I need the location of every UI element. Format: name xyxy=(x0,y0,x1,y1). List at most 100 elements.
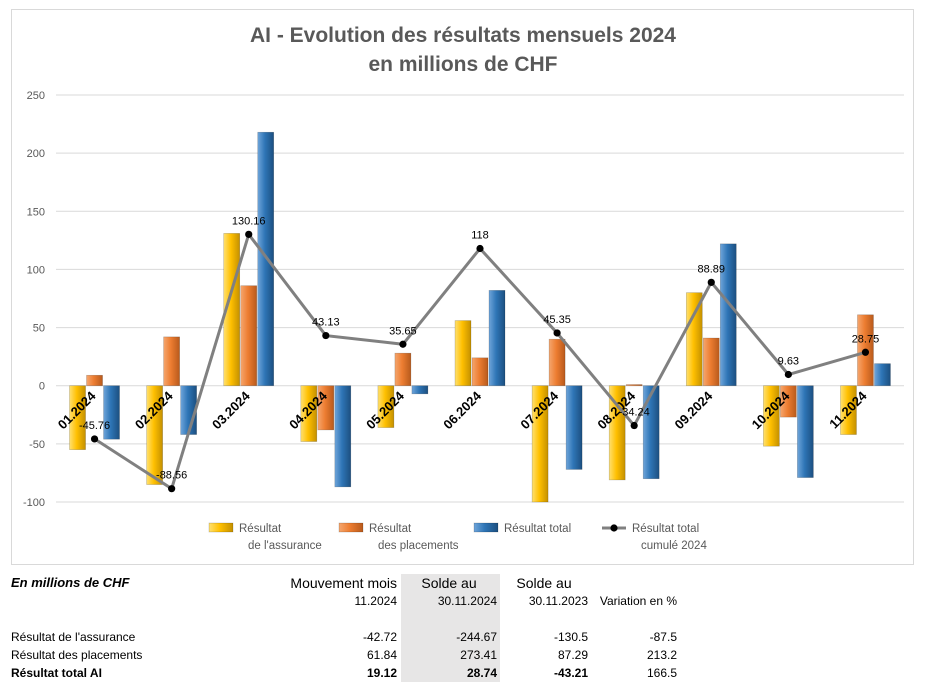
line-point xyxy=(861,348,870,356)
y-tick-label: 0 xyxy=(39,381,45,393)
row-label: Résultat des placements xyxy=(11,648,143,662)
bar xyxy=(471,357,489,387)
line-point xyxy=(476,244,484,253)
bar xyxy=(797,385,814,478)
y-tick-label: 100 xyxy=(27,264,45,276)
data-label: 45.35 xyxy=(543,314,571,326)
y-tick-label: 150 xyxy=(27,206,45,218)
row-solde-2023: 87.29 xyxy=(557,648,588,662)
bar xyxy=(377,385,395,428)
bar xyxy=(240,285,258,387)
summary-table: En millions de CHF Mouvement mois Solde … xyxy=(11,574,677,682)
category-label: 06.2024 xyxy=(440,388,484,432)
col-header-mouvement: Mouvement mois xyxy=(290,575,397,591)
y-axis-ticks: -100 -50 0 50 100 150 200 250 xyxy=(23,90,45,509)
bar xyxy=(69,385,86,450)
line-point xyxy=(399,340,407,348)
bar xyxy=(163,336,180,387)
line-point xyxy=(707,278,715,286)
legend-label: Résultat total xyxy=(504,523,571,535)
data-label: 9.63 xyxy=(778,356,799,368)
row-solde-2023: -130.5 xyxy=(553,630,588,644)
bar xyxy=(317,385,335,431)
row-mouvement: 19.12 xyxy=(366,666,397,680)
line-point xyxy=(630,421,638,430)
bar xyxy=(840,385,857,435)
table-header-row-1: En millions de CHF Mouvement mois Solde … xyxy=(11,574,677,592)
line-point xyxy=(784,370,792,379)
legend-swatch xyxy=(338,522,364,533)
table-row: Résultat de l'assurance -42.72 -244.67 -… xyxy=(11,628,677,646)
row-label: Résultat total AI xyxy=(11,666,102,680)
bar xyxy=(548,338,566,387)
chart-title-line1: AI - Evolution des résultats mensuels 20… xyxy=(250,24,676,47)
bar xyxy=(488,290,506,387)
table-row: Résultat des placements 61.84 273.41 87.… xyxy=(11,646,677,664)
legend-label-line2: des placements xyxy=(378,540,459,552)
y-tick-label: 250 xyxy=(27,90,45,102)
bar xyxy=(702,337,720,387)
chart-svg: AI - Evolution des résultats mensuels 20… xyxy=(23,24,904,552)
line-point xyxy=(322,331,330,340)
line-point xyxy=(168,485,176,493)
col-subheader-solde-2023: 30.11.2023 xyxy=(528,594,588,608)
col-header-variation-empty xyxy=(591,574,677,592)
bar xyxy=(411,385,429,395)
col-header-solde-2023: Solde au xyxy=(516,575,572,591)
bar xyxy=(625,384,643,387)
y-tick-label: 200 xyxy=(27,148,45,160)
data-label: 43.13 xyxy=(312,317,340,329)
bar xyxy=(103,385,120,440)
table-row-total: Résultat total AI 19.12 28.74 -43.21 166… xyxy=(11,664,677,682)
bar xyxy=(874,363,891,387)
row-variation: 213.2 xyxy=(646,648,677,662)
row-solde-2024: 273.41 xyxy=(401,646,500,664)
row-label: Résultat de l'assurance xyxy=(11,630,136,644)
legend-label: Résultat xyxy=(239,523,282,535)
legend-label-line2: de l'assurance xyxy=(248,540,322,552)
data-label: 35.65 xyxy=(389,325,417,337)
category-label: 09.2024 xyxy=(672,388,716,432)
table-spacer-row xyxy=(11,610,677,628)
row-solde-2024: -244.67 xyxy=(401,628,500,646)
data-label: -45.76 xyxy=(79,420,110,432)
col-subheader-solde-2024: 30.11.2024 xyxy=(401,592,500,610)
bar xyxy=(565,385,583,470)
legend-swatch xyxy=(208,522,234,533)
y-tick-label: -50 xyxy=(29,439,45,451)
data-label: 88.89 xyxy=(698,263,726,275)
bars xyxy=(69,131,891,503)
col-header-solde-2024: Solde au xyxy=(401,574,500,592)
table-caption: En millions de CHF xyxy=(11,575,130,590)
legend-swatch xyxy=(473,522,499,533)
table-header-row-2: 11.2024 30.11.2024 30.11.2023 Variation … xyxy=(11,592,677,610)
bar xyxy=(334,385,352,488)
data-label: -34.24 xyxy=(619,407,650,419)
row-mouvement: -42.72 xyxy=(362,630,397,644)
bar xyxy=(763,385,780,447)
bar xyxy=(719,243,737,387)
bar xyxy=(86,374,103,387)
cumulative-line: -45.76 -88.56 130.16 43.13 35.65 118 45.35 -34.… xyxy=(79,215,880,493)
table-header-empty xyxy=(11,592,281,610)
bar xyxy=(531,385,549,503)
bar xyxy=(300,385,318,442)
line-point xyxy=(553,329,561,337)
row-variation: -87.5 xyxy=(649,630,677,644)
bar xyxy=(394,352,412,387)
bar xyxy=(454,320,472,387)
legend: Résultat de l'assurance Résultat des placem… xyxy=(208,522,707,552)
category-label: 03.2024 xyxy=(209,388,253,432)
data-label: 28.75 xyxy=(852,333,880,345)
y-tick-label: 50 xyxy=(33,323,45,335)
legend-label: Résultat total xyxy=(632,523,699,535)
col-subheader-mouvement: 11.2024 xyxy=(354,594,398,608)
row-variation: 166.5 xyxy=(646,666,677,680)
bar xyxy=(146,385,163,485)
bar xyxy=(642,385,660,480)
line-point xyxy=(90,435,99,443)
legend-label-line2: cumulé 2024 xyxy=(641,540,707,552)
row-solde-2023: -43.21 xyxy=(553,666,588,680)
data-label: -88.56 xyxy=(156,470,187,482)
col-subheader-variation: Variation en % xyxy=(599,594,677,608)
